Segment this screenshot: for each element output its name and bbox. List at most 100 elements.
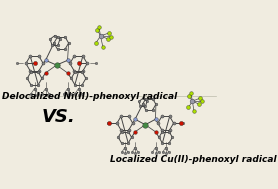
Point [133,146,137,149]
Point [76,93,81,96]
Point [136,151,140,154]
Point [160,151,165,154]
Point [98,34,103,37]
Point [36,70,41,74]
Point [126,151,130,154]
Point [160,115,164,118]
Point [29,70,33,74]
Point [187,94,192,97]
Point [56,43,60,46]
Point [160,129,164,132]
Point [55,48,60,51]
Point [126,115,131,118]
Point [36,93,41,96]
Point [69,77,73,80]
Point [24,62,28,65]
Point [37,54,41,57]
Point [105,122,110,125]
Point [73,83,77,86]
Point [84,77,88,80]
Point [171,122,176,125]
Point [163,152,168,155]
Point [141,97,145,100]
Point [63,35,67,38]
Point [143,123,148,126]
Point [123,152,127,155]
Point [126,129,131,132]
Point [69,93,74,96]
Point [65,93,70,96]
Point [150,109,155,112]
Point [167,142,171,145]
Point [39,93,44,96]
Point [50,43,54,46]
Point [119,115,123,118]
Point [167,130,171,133]
Point [200,100,204,103]
Point [76,87,81,90]
Point [29,83,33,86]
Point [72,54,76,57]
Point [43,59,48,62]
Point [106,38,111,41]
Point [186,106,191,109]
Point [32,62,37,65]
Point [58,38,62,41]
Point [66,42,71,45]
Point [36,83,41,86]
Point [43,87,48,90]
Point [153,152,158,155]
Point [47,93,52,96]
Point [85,62,90,65]
Point [61,93,66,96]
Point [197,103,202,106]
Point [107,31,111,34]
Point [94,42,98,45]
Point [157,151,161,154]
Point [115,122,119,125]
Point [119,129,123,132]
Point [130,122,135,125]
Point [179,122,184,125]
Point [81,69,85,72]
Point [28,54,33,57]
Point [138,105,143,108]
Point [25,77,29,80]
Point [101,46,105,49]
Point [32,93,37,96]
Point [76,62,81,65]
Point [144,109,148,112]
Point [37,69,41,72]
Point [170,136,175,139]
Point [156,122,160,125]
Point [181,122,185,125]
Point [167,151,171,154]
Point [72,93,77,96]
Point [144,97,148,100]
Point [153,118,158,121]
Point [80,83,85,86]
Point [28,69,33,72]
Point [136,100,141,103]
Point [188,91,193,94]
Point [120,151,124,154]
Point [97,25,101,28]
Point [65,87,70,90]
Point [163,146,168,149]
Text: Delocalized Ni(II)-phenoxyl radical: Delocalized Ni(II)-phenoxyl radical [2,92,178,101]
Point [81,54,85,57]
Point [107,122,111,125]
Point [65,59,70,62]
Text: VS.: VS. [42,108,76,126]
Point [65,71,70,74]
Point [43,93,48,96]
Point [145,100,149,103]
Point [154,103,158,106]
Point [160,130,165,133]
Point [160,142,165,145]
Point [52,42,56,45]
Point [116,136,120,139]
Point [126,142,130,145]
Point [54,64,59,67]
Text: Localized Cu(II)-phenoxyl radical: Localized Cu(II)-phenoxyl radical [110,155,277,164]
